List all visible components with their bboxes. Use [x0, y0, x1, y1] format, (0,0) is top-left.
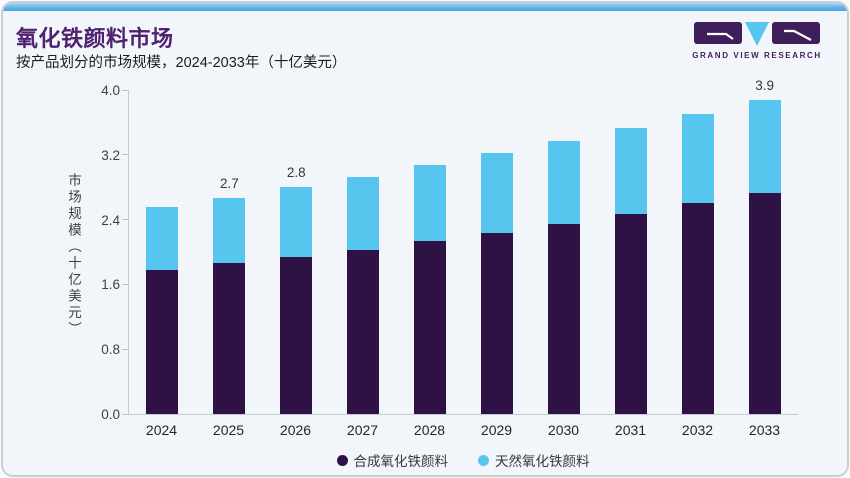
gvr-logo-icon [691, 21, 823, 47]
plot-area: 2.7 2.8 3.9 0.0 0.8 1.6 2.4 3.2 4.0 [101, 78, 798, 422]
y-tick-label-1.6: 1.6 [101, 277, 120, 293]
x-axis-label-2032: 2032 [681, 422, 714, 438]
legend: 合成氧化铁颜料 天然氧化铁颜料 [128, 450, 798, 470]
bar-value-label-2025: 2.7 [219, 175, 239, 191]
y-tick-0.0 [122, 413, 129, 415]
bar-2024-segment-0 [146, 269, 179, 414]
y-tick-label-2.4: 2.4 [101, 212, 120, 228]
bar-2029-segment-1 [480, 153, 513, 233]
bar-2027-segment-1 [347, 176, 380, 250]
x-axis-label-2030: 2030 [547, 422, 580, 438]
bar-2026: 2.8 [263, 91, 330, 414]
y-tick-3.2 [122, 154, 129, 156]
bar-2024 [129, 91, 196, 414]
bar-2031-segment-0 [614, 213, 647, 414]
bar-2031-segment-1 [614, 128, 647, 214]
x-axis-label-2026: 2026 [279, 422, 312, 438]
bar-2033-segment-0 [748, 192, 781, 414]
chart-subtitle: 按产品划分的市场规模，2024-2033年（十亿美元） [16, 55, 347, 71]
bar-2027 [330, 91, 397, 414]
page-title: 氧化铁颜料市场 [16, 26, 174, 51]
y-tick-1.6 [122, 283, 129, 285]
bar-2025-segment-1 [213, 197, 246, 264]
x-axis-label-2027: 2027 [346, 422, 379, 438]
y-tick-label-3.2: 3.2 [101, 147, 120, 163]
bar-value-label-2026: 2.8 [286, 165, 306, 181]
bar-2024-segment-1 [146, 207, 179, 270]
bar-value-label-2033: 3.9 [755, 77, 774, 93]
bar-2030-segment-0 [547, 223, 580, 414]
bar-2033-segment-1 [748, 99, 781, 193]
x-axis-label-2031: 2031 [614, 422, 647, 438]
bar-2025: 2.7 [196, 91, 263, 414]
legend-dot-icon [478, 454, 489, 466]
bar-2031 [597, 91, 664, 414]
y-tick-0.8 [122, 348, 129, 350]
bar-2029 [464, 91, 531, 414]
bar-2028-segment-0 [414, 241, 447, 414]
bar-2028 [397, 91, 464, 414]
legend-label: 合成氧化铁颜料 [353, 454, 449, 469]
bar-2033: 3.9 [731, 78, 798, 414]
bar-2032 [664, 91, 731, 414]
legend-item-1: 天然氧化铁颜料 [478, 450, 590, 470]
gvr-logo-glyphs [694, 22, 820, 46]
x-axis-labels: 2024 2025 2026 2027 2028 2029 2030 2031 2032 2033 [128, 422, 798, 438]
y-tick-2.4 [122, 219, 129, 221]
bar-2032-segment-1 [681, 114, 714, 204]
legend-item-0: 合成氧化铁颜料 [336, 450, 449, 470]
accent-strip [3, 3, 847, 11]
gvr-logo: GRAND VIEW RESEARCH [691, 21, 823, 60]
bar-2027-segment-0 [347, 249, 380, 414]
bar-2032-segment-0 [681, 203, 714, 414]
y-tick-label-0.0: 0.0 [101, 407, 120, 422]
x-axis-label-2025: 2025 [212, 422, 245, 438]
x-axis-label-2024: 2024 [145, 422, 178, 438]
bar-2028-segment-1 [414, 165, 447, 242]
legend-label: 天然氧化铁颜料 [495, 454, 590, 469]
y-tick-label-4.0: 4.0 [101, 83, 120, 98]
bar-2026-segment-0 [280, 256, 313, 414]
bar-2025-segment-0 [213, 263, 246, 414]
x-axis-label-2029: 2029 [480, 422, 513, 438]
x-axis-label-2028: 2028 [413, 422, 446, 438]
legend-dot-icon [336, 454, 348, 466]
bar-2030 [530, 91, 597, 414]
y-tick-label-0.8: 0.8 [101, 342, 120, 358]
bars-container: 2.7 2.8 3.9 [129, 78, 798, 414]
gvr-logo-text: GRAND VIEW RESEARCH [692, 51, 822, 60]
x-axis-label-2033: 2033 [748, 422, 781, 438]
y-tick-4.0 [122, 89, 129, 91]
bar-2030-segment-1 [547, 141, 580, 224]
y-axis-title: 市场规模（十亿美元） [66, 173, 81, 338]
bar-2026-segment-1 [280, 187, 313, 257]
bar-2029-segment-0 [480, 232, 513, 414]
